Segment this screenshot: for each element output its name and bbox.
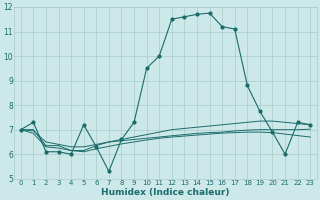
X-axis label: Humidex (Indice chaleur): Humidex (Indice chaleur) <box>101 188 230 197</box>
